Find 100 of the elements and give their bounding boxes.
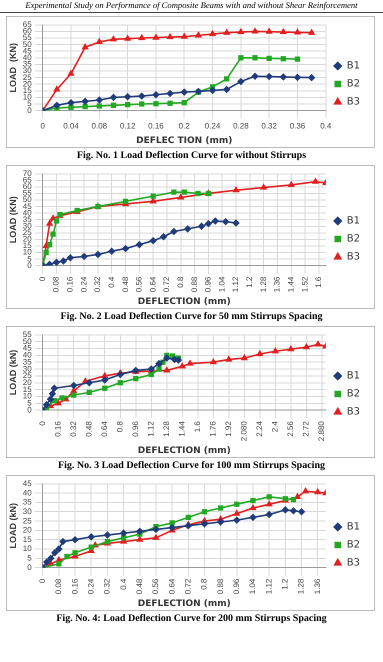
x-tick-label: 0.64 bbox=[148, 276, 158, 292]
legend-label: B1 bbox=[346, 216, 360, 227]
y-tick-label: 40 bbox=[22, 208, 32, 218]
legend-label: B1 bbox=[346, 370, 360, 382]
y-tick-label: 35 bbox=[22, 498, 32, 507]
x-tick-label: 0 bbox=[38, 578, 47, 584]
x-tick-label: 0.64 bbox=[100, 420, 109, 437]
x-tick-label: 0.32 bbox=[261, 122, 278, 131]
y-tick-label: 20 bbox=[22, 79, 32, 88]
x-tick-label: 0.16 bbox=[53, 420, 62, 437]
x-axis-title: DEFLEC TION (mm) bbox=[136, 136, 232, 146]
y-tick-label: 45 bbox=[22, 479, 32, 488]
x-tick-label: 0.24 bbox=[204, 122, 221, 131]
y-tick-label: 40 bbox=[22, 350, 32, 360]
x-tick-label: 0.8 bbox=[115, 420, 124, 432]
x-tick-label: 1.2 bbox=[245, 276, 254, 288]
x-tick-label: 1.12 bbox=[264, 578, 274, 594]
y-axis-title: LOAD (KN) bbox=[8, 42, 18, 92]
y-tick-label: 10 bbox=[22, 92, 32, 102]
x-tick-label: 0.28 bbox=[233, 122, 250, 131]
y-tick-label: 65 bbox=[22, 176, 32, 185]
y-tick-label: 0 bbox=[27, 405, 32, 414]
y-tick-label: 30 bbox=[22, 66, 32, 76]
x-tick-label: 1.6 bbox=[193, 420, 202, 432]
x-tick-label: 2.880 bbox=[317, 420, 326, 442]
y-tick-label: 40 bbox=[22, 488, 32, 498]
y-tick-label: 50 bbox=[22, 336, 32, 346]
y-tick-label: 5 bbox=[27, 554, 32, 563]
y-tick-label: 40 bbox=[22, 53, 32, 62]
x-tick-label: 0.36 bbox=[290, 122, 306, 131]
x-tick-label: 1.36 bbox=[312, 578, 322, 594]
y-tick-label: 30 bbox=[22, 506, 32, 516]
y-tick-label: 55 bbox=[22, 188, 32, 198]
x-tick-label: 0.48 bbox=[120, 276, 130, 292]
y-tick-label: 35 bbox=[22, 357, 32, 366]
x-tick-label: 0.16 bbox=[70, 578, 80, 594]
y-tick-label: 20 bbox=[22, 526, 32, 535]
x-tick-label: 1.44 bbox=[178, 420, 186, 437]
y-tick-label: 30 bbox=[22, 364, 32, 374]
x-tick-label: 0.16 bbox=[148, 122, 164, 131]
y-tick-label: 35 bbox=[22, 60, 32, 69]
x-tick-label: 0 bbox=[40, 122, 46, 131]
legend-label: B2 bbox=[346, 234, 360, 245]
x-tick-label: 1.52 bbox=[300, 276, 310, 292]
legend-label: B1 bbox=[346, 60, 360, 72]
y-axis-title: LOAD (kN) bbox=[8, 350, 18, 396]
y-tick-label: 5 bbox=[27, 254, 32, 264]
x-tick-label: 1.76 bbox=[208, 420, 218, 437]
x-axis-title: DEFLECTION (mm) bbox=[138, 296, 231, 307]
legend-label: B2 bbox=[346, 540, 360, 551]
y-tick-label: 60 bbox=[22, 182, 32, 192]
legend-label: B3 bbox=[346, 252, 360, 263]
x-tick-label: 2.24 bbox=[255, 420, 264, 437]
y-tick-label: 0 bbox=[27, 562, 32, 572]
y-tick-label: 15 bbox=[22, 86, 32, 96]
x-tick-label: 1.92 bbox=[224, 420, 234, 437]
text: Fig. No. 2 Load Deflection Curve for 50 mm Stirrups Spacing bbox=[59, 311, 324, 322]
y-tick-label: 25 bbox=[22, 72, 32, 82]
x-tick-label: 1.6 bbox=[314, 276, 324, 288]
x-tick-label: 0.56 bbox=[151, 578, 160, 594]
y-tick-label: 10 bbox=[22, 248, 32, 257]
x-tick-label: 0.24 bbox=[86, 578, 96, 594]
x-tick-label: 1.2 bbox=[280, 578, 290, 590]
y-tick-label: 5 bbox=[27, 99, 32, 108]
y-tick-label: 20 bbox=[22, 234, 32, 244]
y-tick-label: 15 bbox=[22, 241, 32, 250]
y-tick-label: 55 bbox=[22, 33, 32, 42]
legend-label: B2 bbox=[346, 78, 360, 90]
text: Experimental Study on Performance of Composite Beams with and without Shear Reinforcement bbox=[0, 0, 383, 13]
x-tick-label: 2.080 bbox=[240, 420, 249, 442]
y-tick-label: 30 bbox=[22, 221, 32, 230]
y-tick-label: 45 bbox=[22, 344, 32, 353]
legend-label: B2 bbox=[346, 388, 360, 400]
x-tick-label: 0.56 bbox=[134, 276, 144, 292]
y-tick-label: 0 bbox=[27, 260, 32, 270]
text: Fig. No. 4: Load Deflection Curve for 200 mm Stirrups Spacing bbox=[55, 613, 328, 624]
y-tick-label: 15 bbox=[22, 534, 32, 544]
x-tick-label: 2.4 bbox=[270, 420, 280, 432]
x-tick-label: 0.32 bbox=[93, 276, 102, 292]
y-tick-label: 25 bbox=[22, 228, 32, 238]
y-tick-label: 20 bbox=[22, 378, 32, 387]
x-tick-label: 0.12 bbox=[120, 122, 136, 131]
x-tick-label: 0.2 bbox=[178, 122, 190, 131]
y-axis-title: LOAD (KN) bbox=[8, 196, 18, 244]
y-tick-label: 0 bbox=[27, 106, 32, 115]
x-tick-label: 1.28 bbox=[258, 276, 268, 292]
x-tick-label: 1.12 bbox=[146, 420, 156, 437]
x-tick-label: 0.16 bbox=[66, 276, 75, 292]
x-tick-label: 0.08 bbox=[54, 578, 64, 594]
x-tick-label: 0.8 bbox=[176, 276, 185, 288]
x-tick-label: 0.08 bbox=[92, 122, 108, 131]
y-tick-label: 65 bbox=[22, 20, 32, 30]
x-tick-label: 1.28 bbox=[162, 420, 171, 437]
x-tick-label: 0.32 bbox=[102, 578, 112, 594]
x-tick-label: 0.4 bbox=[106, 276, 116, 288]
x-tick-label: 0.4 bbox=[118, 578, 128, 590]
y-tick-label: 45 bbox=[22, 46, 32, 56]
x-tick-label: 0.48 bbox=[134, 578, 144, 594]
y-axis-title: LOAD (kN) bbox=[8, 502, 18, 548]
y-tick-label: 70 bbox=[22, 169, 32, 178]
